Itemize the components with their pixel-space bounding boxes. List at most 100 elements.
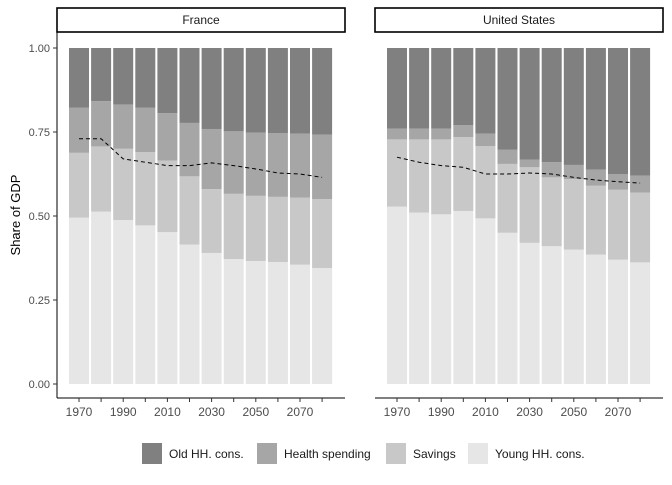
legend: Old HH. cons. Health spending Savings Young…: [142, 443, 585, 464]
legend-label: Health spending: [284, 447, 371, 461]
segment-young-hh-cons: [113, 220, 133, 384]
segment-young-hh-cons: [312, 268, 332, 384]
bar-stack-2030: [520, 48, 540, 384]
x-tick-label: 2030: [198, 405, 225, 419]
segment-savings: [69, 153, 89, 218]
segment-young-hh-cons: [431, 214, 451, 384]
segment-health-spending: [69, 108, 89, 153]
segment-savings: [520, 167, 540, 243]
bar-stack-2030: [202, 48, 222, 384]
bar-stack-1970: [69, 48, 89, 384]
bar-stack-2050: [246, 48, 266, 384]
segment-savings: [91, 146, 111, 211]
segment-old-hh-cons: [431, 48, 451, 129]
segment-old-hh-cons: [290, 48, 310, 134]
segment-health-spending: [431, 129, 451, 140]
x-tick-label: 1990: [428, 405, 455, 419]
segment-health-spending: [475, 134, 495, 146]
segment-young-hh-cons: [69, 218, 89, 384]
segment-health-spending: [586, 170, 606, 186]
segment-young-hh-cons: [475, 218, 495, 384]
segment-savings: [542, 177, 562, 246]
x-tick-label: 2010: [154, 405, 181, 419]
x-tick-label: 1970: [66, 405, 93, 419]
segment-young-hh-cons: [409, 213, 429, 384]
bar-stack-2070: [290, 48, 310, 384]
segment-young-hh-cons: [246, 261, 266, 384]
segment-young-hh-cons: [224, 259, 244, 384]
bar-stack-2060: [586, 48, 606, 384]
segment-health-spending: [498, 150, 518, 164]
segment-savings: [564, 179, 584, 250]
segment-young-hh-cons: [135, 225, 155, 384]
segment-savings: [290, 198, 310, 265]
segment-savings: [180, 176, 200, 244]
bar-stack-2040: [542, 48, 562, 384]
segment-health-spending: [135, 108, 155, 152]
segment-health-spending: [520, 160, 540, 168]
bar-stack-2000: [453, 48, 473, 384]
x-tick-label: 2050: [560, 405, 587, 419]
x-tick-label: 2070: [287, 405, 314, 419]
segment-old-hh-cons: [69, 48, 89, 108]
segment-old-hh-cons: [475, 48, 495, 134]
legend-swatch: [142, 443, 162, 464]
legend-item: Old HH. cons.: [142, 443, 244, 464]
segment-young-hh-cons: [157, 232, 177, 384]
segment-savings: [387, 139, 407, 206]
segment-old-hh-cons: [453, 48, 473, 125]
legend-item: Savings: [386, 443, 456, 464]
segment-young-hh-cons: [453, 211, 473, 384]
segment-savings: [630, 192, 650, 262]
segment-young-hh-cons: [202, 253, 222, 384]
segment-young-hh-cons: [586, 255, 606, 384]
legend-swatch: [386, 443, 406, 464]
segment-health-spending: [91, 101, 111, 146]
segment-old-hh-cons: [520, 48, 540, 160]
segment-savings: [157, 161, 177, 233]
bar-stack-1980: [409, 48, 429, 384]
segment-health-spending: [312, 135, 332, 200]
segment-young-hh-cons: [91, 212, 111, 384]
bar-stack-2020: [180, 48, 200, 384]
segment-old-hh-cons: [224, 48, 244, 131]
segment-savings: [586, 186, 606, 255]
x-tick-label: 1970: [384, 405, 411, 419]
bar-stack-2070: [608, 48, 628, 384]
legend-item: Young HH. cons.: [468, 443, 585, 464]
segment-old-hh-cons: [586, 48, 606, 170]
segment-savings: [312, 199, 332, 268]
segment-old-hh-cons: [564, 48, 584, 165]
segment-savings: [409, 139, 429, 212]
x-tick-label: 2070: [605, 405, 632, 419]
bar-stack-1980: [91, 48, 111, 384]
segment-young-hh-cons: [180, 245, 200, 384]
segment-young-hh-cons: [608, 260, 628, 384]
segment-health-spending: [453, 125, 473, 137]
segment-health-spending: [113, 104, 133, 148]
bar-stack-2010: [475, 48, 495, 384]
y-tick-label: 0.50: [29, 211, 50, 223]
segment-savings: [246, 196, 266, 261]
segment-young-hh-cons: [630, 262, 650, 384]
segment-savings: [608, 190, 628, 260]
legend-label: Savings: [413, 447, 456, 461]
segment-health-spending: [202, 129, 222, 189]
segment-health-spending: [630, 176, 650, 193]
bar-stack-2080: [630, 48, 650, 384]
x-tick-label: 2010: [472, 405, 499, 419]
segment-old-hh-cons: [135, 48, 155, 108]
segment-old-hh-cons: [268, 48, 288, 133]
bar-stack-1990: [113, 48, 133, 384]
segment-savings: [431, 139, 451, 214]
segment-young-hh-cons: [498, 233, 518, 384]
legend-label: Old HH. cons.: [169, 447, 244, 461]
segment-young-hh-cons: [290, 265, 310, 384]
bar-stack-2050: [564, 48, 584, 384]
legend-item: Health spending: [257, 443, 371, 464]
segment-old-hh-cons: [157, 48, 177, 113]
segment-old-hh-cons: [409, 48, 429, 129]
segment-health-spending: [157, 113, 177, 160]
segment-young-hh-cons: [268, 262, 288, 384]
